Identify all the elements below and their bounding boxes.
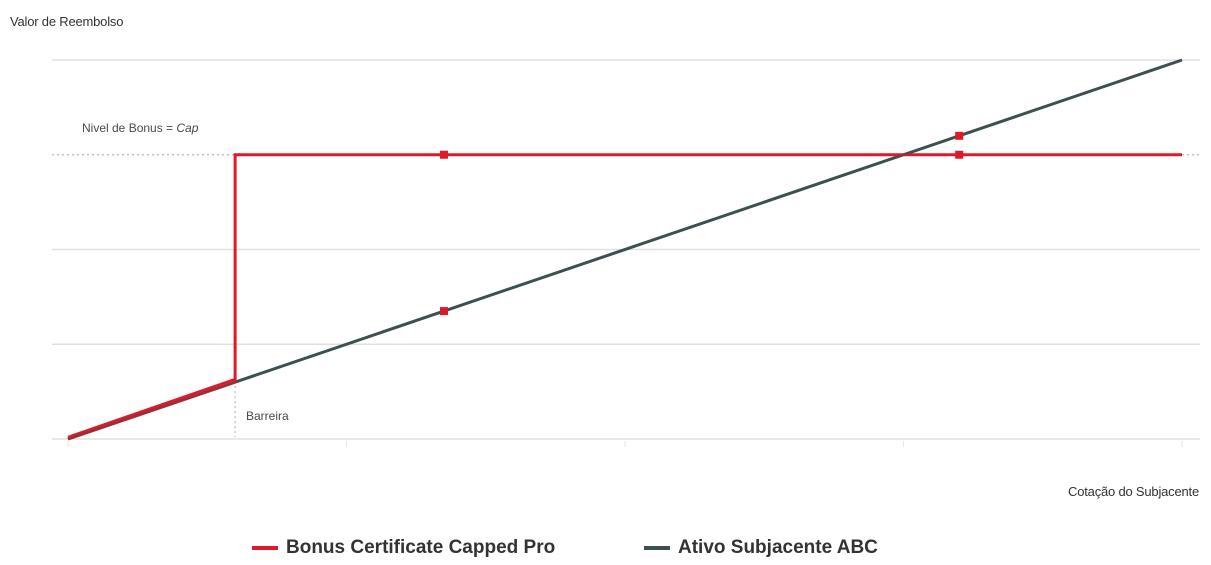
- legend-item-bonus-certificate: Bonus Certificate Capped Pro: [252, 537, 555, 559]
- bonus-lower-segment: [67, 377, 236, 439]
- y-axis-title: Valor de Reembolso: [10, 14, 124, 29]
- guides: [52, 154, 1200, 437]
- underlying-overlay: [67, 59, 1183, 440]
- data-marker: [955, 131, 964, 140]
- data-marker: [439, 307, 448, 316]
- bonus-level-label: Nivel de Bonus =: [82, 121, 177, 135]
- legend-label-ativo-subjacente: Ativo Subjacente ABC: [678, 537, 878, 558]
- barrier-annotation: Barreira: [246, 409, 289, 423]
- series: [67, 58, 1183, 441]
- x-axis-title: Cotação do Subjacente: [1068, 484, 1199, 499]
- grid: [52, 59, 1200, 447]
- legend-swatch-bonus-certificate: [252, 546, 278, 550]
- legend-item-ativo-subjacente: Ativo Subjacente ABC: [644, 537, 878, 559]
- data-marker: [439, 150, 448, 159]
- legend-swatch-ativo-subjacente: [644, 546, 670, 550]
- data-marker: [955, 150, 964, 159]
- cap-label: Cap: [176, 121, 199, 135]
- bonus-level-annotation: Nivel de Bonus = Cap: [82, 121, 198, 135]
- legend-label-bonus-certificate: Bonus Certificate Capped Pro: [286, 537, 556, 558]
